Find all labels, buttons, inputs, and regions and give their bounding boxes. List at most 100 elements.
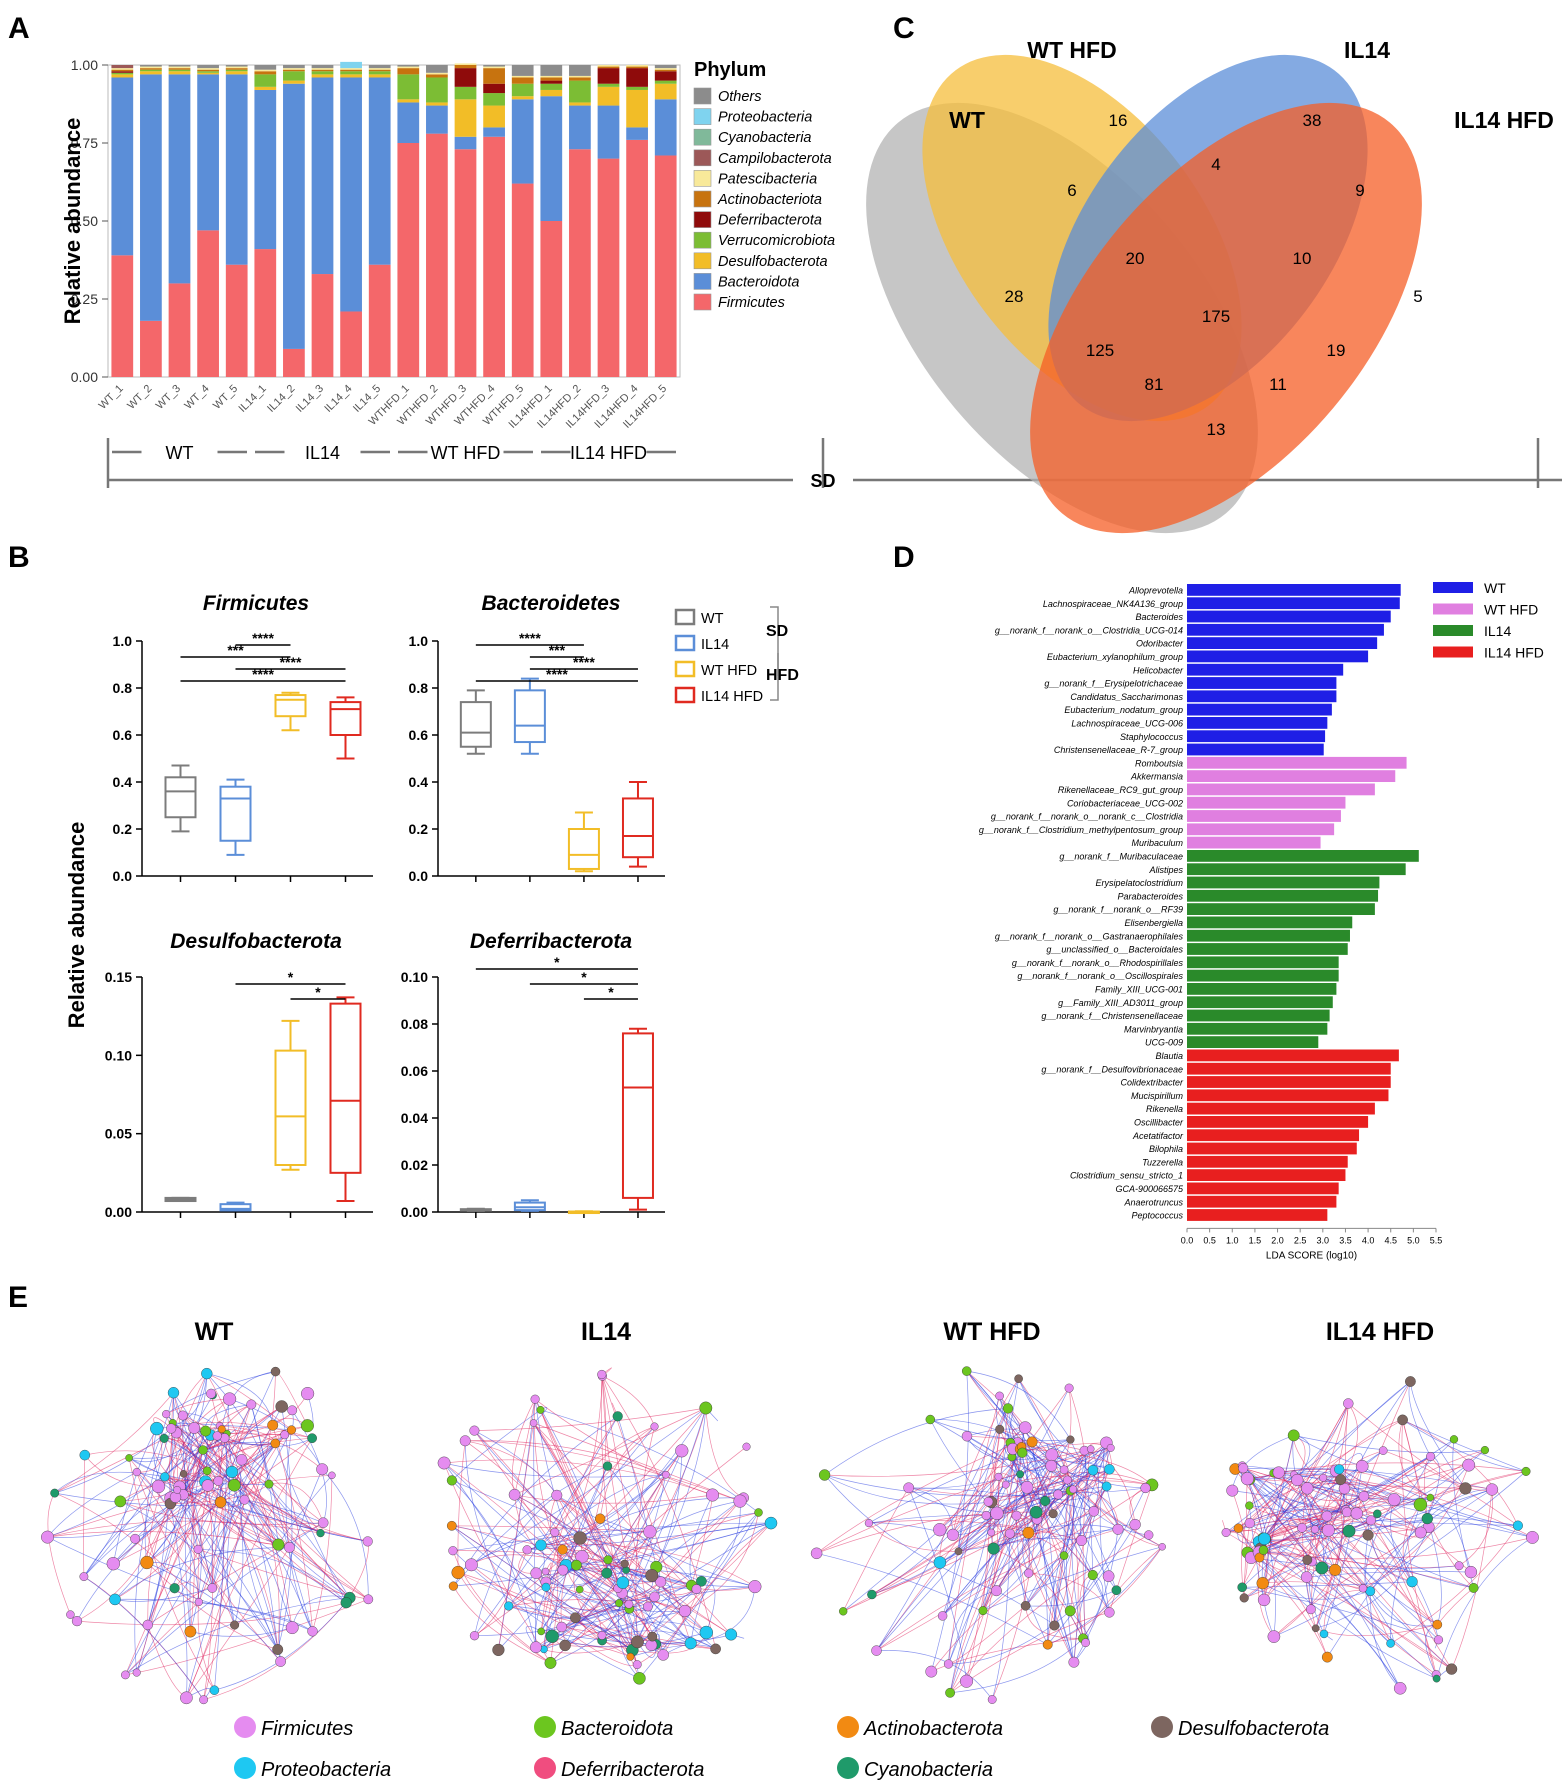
network-edge [1266, 1538, 1401, 1689]
network-edge [1293, 1474, 1324, 1569]
network-edge [1051, 1456, 1074, 1556]
network-edge [1328, 1530, 1452, 1670]
network-edge [824, 1408, 1009, 1476]
y-tick-label: 0.04 [401, 1110, 428, 1126]
bar-segment-desulfobacterota [311, 74, 334, 78]
legend-label: Patescibacteria [718, 171, 817, 187]
network-edge [982, 1457, 1053, 1611]
network-edge [1383, 1450, 1519, 1526]
network-edge [457, 1572, 630, 1611]
network-node [275, 1400, 288, 1413]
network-edge [1348, 1456, 1431, 1532]
network-edge [535, 1569, 627, 1586]
network-edge [164, 1441, 276, 1478]
network-node [469, 1631, 480, 1641]
lda-taxon-label: Clostridium_sensu_stricto_1 [1070, 1171, 1183, 1181]
network-edge [465, 1440, 558, 1496]
network-node [159, 1433, 169, 1443]
lda-taxon-label: g__unclassified_o__Bacteroidales [1046, 945, 1183, 955]
network-edge [321, 1469, 369, 1600]
network-node [1267, 1630, 1281, 1643]
network-edge [457, 1440, 466, 1573]
network-edge [457, 1407, 707, 1573]
network-edge [876, 1650, 993, 1700]
network-edge [125, 1522, 324, 1676]
bar-segment-firmicutes [111, 255, 134, 377]
subplot-title: Desulfobacterota [170, 930, 342, 953]
x-tick-label: 3.5 [1339, 1235, 1352, 1245]
bar-segment-others [483, 65, 505, 67]
network-node [1297, 1522, 1307, 1533]
network-edge [210, 1393, 279, 1545]
network-edge [1410, 1381, 1466, 1489]
bar-segment-firmicutes [426, 133, 448, 377]
network-edge [164, 1476, 279, 1545]
network-node [214, 1496, 227, 1508]
legend-label: WT HFD [701, 663, 757, 679]
lda-bar [1187, 796, 1346, 809]
lda-bar [1187, 690, 1337, 703]
bar-segment-patescibacteria [626, 65, 648, 67]
network-node [573, 1531, 587, 1545]
network-edge [533, 1422, 741, 1502]
network-edge [1369, 1591, 1438, 1627]
network-edge [146, 1473, 187, 1563]
significance-label: *** [549, 642, 566, 658]
lda-taxon-label: Bacteroides [1135, 612, 1183, 622]
bar-segment-patescibacteria [426, 72, 448, 75]
venn-region-count: 81 [1145, 375, 1164, 394]
box-wt [164, 776, 197, 819]
lda-taxon-label: Parabacteroides [1117, 891, 1183, 901]
lda-taxon-label: g__norank_f__Desulfovibrionaceae [1041, 1064, 1183, 1074]
network-node [1358, 1584, 1368, 1593]
y-tick-label: 0.00 [105, 1204, 132, 1220]
network-edge [214, 1433, 228, 1691]
network-edge [1242, 1465, 1439, 1641]
network-edge [1273, 1532, 1421, 1637]
bar-segment-actinobacteriota [540, 77, 563, 81]
network-edge [147, 1503, 171, 1625]
network-node [201, 1479, 214, 1492]
network-edge [908, 1487, 954, 1535]
network-node [1024, 1568, 1034, 1578]
venn-set-label: IL14 HFD [1454, 107, 1554, 133]
network-node [1386, 1639, 1395, 1648]
venn-region-count: 20 [1126, 249, 1145, 268]
bar-segment-bacteroidota [168, 74, 191, 284]
network-edge [948, 1590, 997, 1665]
bar-segment-patescibacteria [111, 68, 134, 70]
lda-taxon-label: g__norank_f__norank_o__Rhodospirillales [1012, 958, 1184, 968]
bar-segment-proteobacteria [340, 61, 362, 69]
y-tick-label: 0.4 [409, 774, 429, 790]
network-edge [1259, 1557, 1437, 1679]
network-edge [545, 1522, 772, 1583]
y-tick-label: 1.0 [113, 633, 133, 649]
lda-bar [1187, 1102, 1375, 1115]
lda-taxon-label: Alistipes [1148, 865, 1183, 875]
box-il14-hfd [329, 701, 362, 736]
legend-swatch [1433, 625, 1473, 636]
network-node [925, 1414, 935, 1425]
network-edge [451, 1409, 541, 1481]
bar-segment-verrucomicrobiota [311, 71, 334, 75]
network-node [227, 1478, 241, 1492]
network-node [179, 1470, 188, 1478]
significance-label: **** [573, 654, 595, 670]
network-node [1240, 1472, 1254, 1486]
legend-label: Campilobacterota [718, 151, 832, 167]
legend-swatch [674, 608, 696, 626]
legend-swatch [693, 170, 712, 187]
significance-label: * [315, 984, 321, 1000]
network-edge [1082, 1574, 1104, 1639]
lda-taxon-label: Helicobacter [1133, 665, 1184, 675]
network-node [748, 1580, 762, 1594]
network-node [961, 1430, 973, 1442]
network-edge [1390, 1525, 1519, 1644]
network-edge [1009, 1533, 1065, 1556]
y-tick-label: 0.0 [409, 868, 429, 884]
network-edge [1068, 1387, 1085, 1451]
bar-segment-others [168, 65, 191, 67]
bar-segment-verrucomicrobiota [540, 83, 563, 90]
network-node [1355, 1459, 1369, 1473]
network-edge [1307, 1482, 1421, 1505]
